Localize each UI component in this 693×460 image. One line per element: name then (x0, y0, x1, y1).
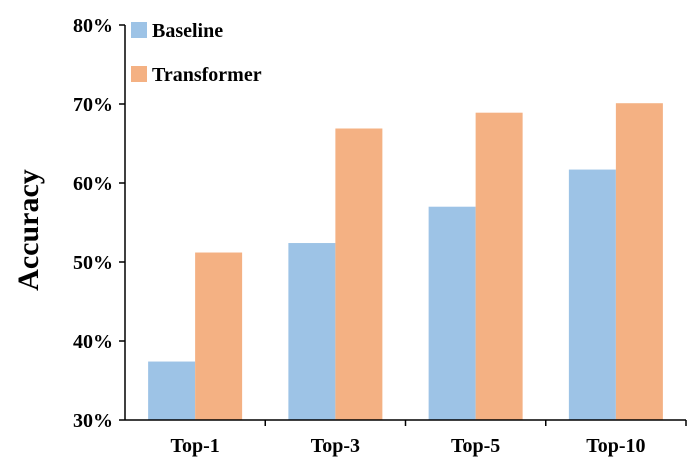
legend-label-transformer: Transformer (152, 64, 262, 86)
bar-baseline-top-3 (288, 243, 336, 420)
bars-layer (148, 103, 663, 421)
legend-label-baseline: Baseline (152, 20, 223, 42)
bar-baseline-top-10 (568, 169, 616, 420)
bar-baseline-top-5 (428, 206, 476, 420)
y-tick-label: 40% (73, 331, 113, 353)
bar-transformer-top-5 (475, 112, 523, 420)
legend-swatch-transformer (131, 66, 147, 82)
y-tick-label: 50% (73, 252, 113, 274)
bar-transformer-top-3 (335, 128, 383, 421)
y-tick-label: 70% (73, 94, 113, 116)
y-axis-title: Accuracy (12, 169, 45, 291)
y-ticks-layer: 30% 40% 50% 60% 70% 80% (73, 15, 125, 432)
axes-layer (124, 25, 687, 426)
x-ticks-layer: Top-1 Top-3 Top-5 Top-10 (170, 435, 645, 457)
y-tick-label: 30% (73, 410, 113, 432)
y-tick-label: 60% (73, 173, 113, 195)
legend-swatch-baseline (131, 22, 147, 38)
bar-baseline-top-1 (148, 361, 196, 420)
y-tick-label: 80% (73, 15, 113, 37)
x-tick-label: Top-5 (451, 435, 500, 457)
x-tick-label: Top-3 (311, 435, 360, 457)
bar-transformer-top-10 (615, 103, 663, 421)
x-tick-label: Top-10 (586, 435, 645, 457)
x-tick-label: Top-1 (170, 435, 219, 457)
legend: Baseline Transformer (131, 20, 262, 86)
bar-transformer-top-1 (195, 252, 243, 420)
